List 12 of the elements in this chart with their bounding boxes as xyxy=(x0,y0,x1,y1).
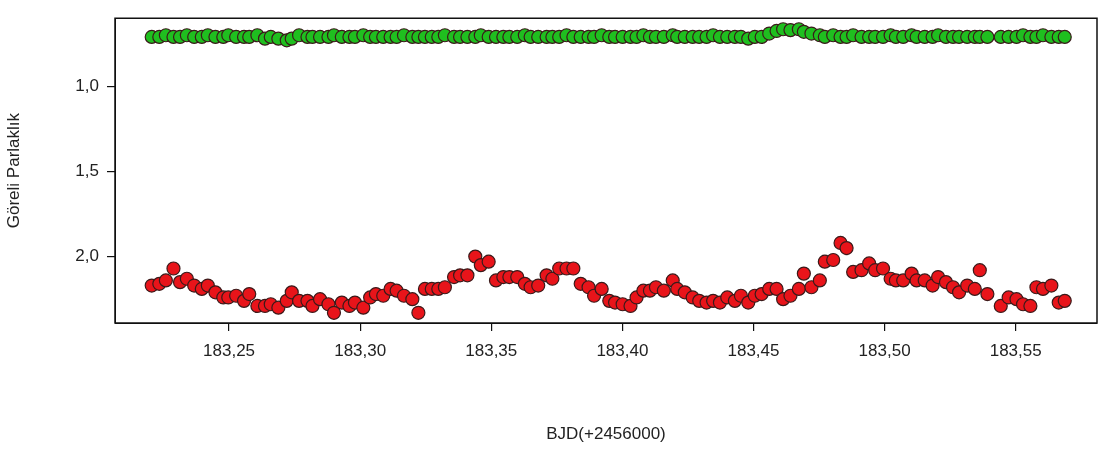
y-tick-label: 1,0 xyxy=(75,76,99,95)
x-axis-title: BJD(+2456000) xyxy=(546,424,666,444)
x-tick-label: 183,25 xyxy=(203,340,256,360)
y-tick-label: 1,5 xyxy=(75,161,99,181)
x-tick-label: 183,35 xyxy=(465,340,518,360)
x-tick-label: 183,30 xyxy=(334,340,387,360)
y-tick-label: 2,0 xyxy=(75,246,99,266)
x-tick-label: 183,55 xyxy=(989,340,1042,360)
x-tick-label: 183,40 xyxy=(596,340,649,360)
x-tick-label: 183,50 xyxy=(858,340,911,360)
y-axis-title: Göreli Parlaklık xyxy=(3,112,23,229)
x-tick-label: 183,45 xyxy=(727,340,780,360)
